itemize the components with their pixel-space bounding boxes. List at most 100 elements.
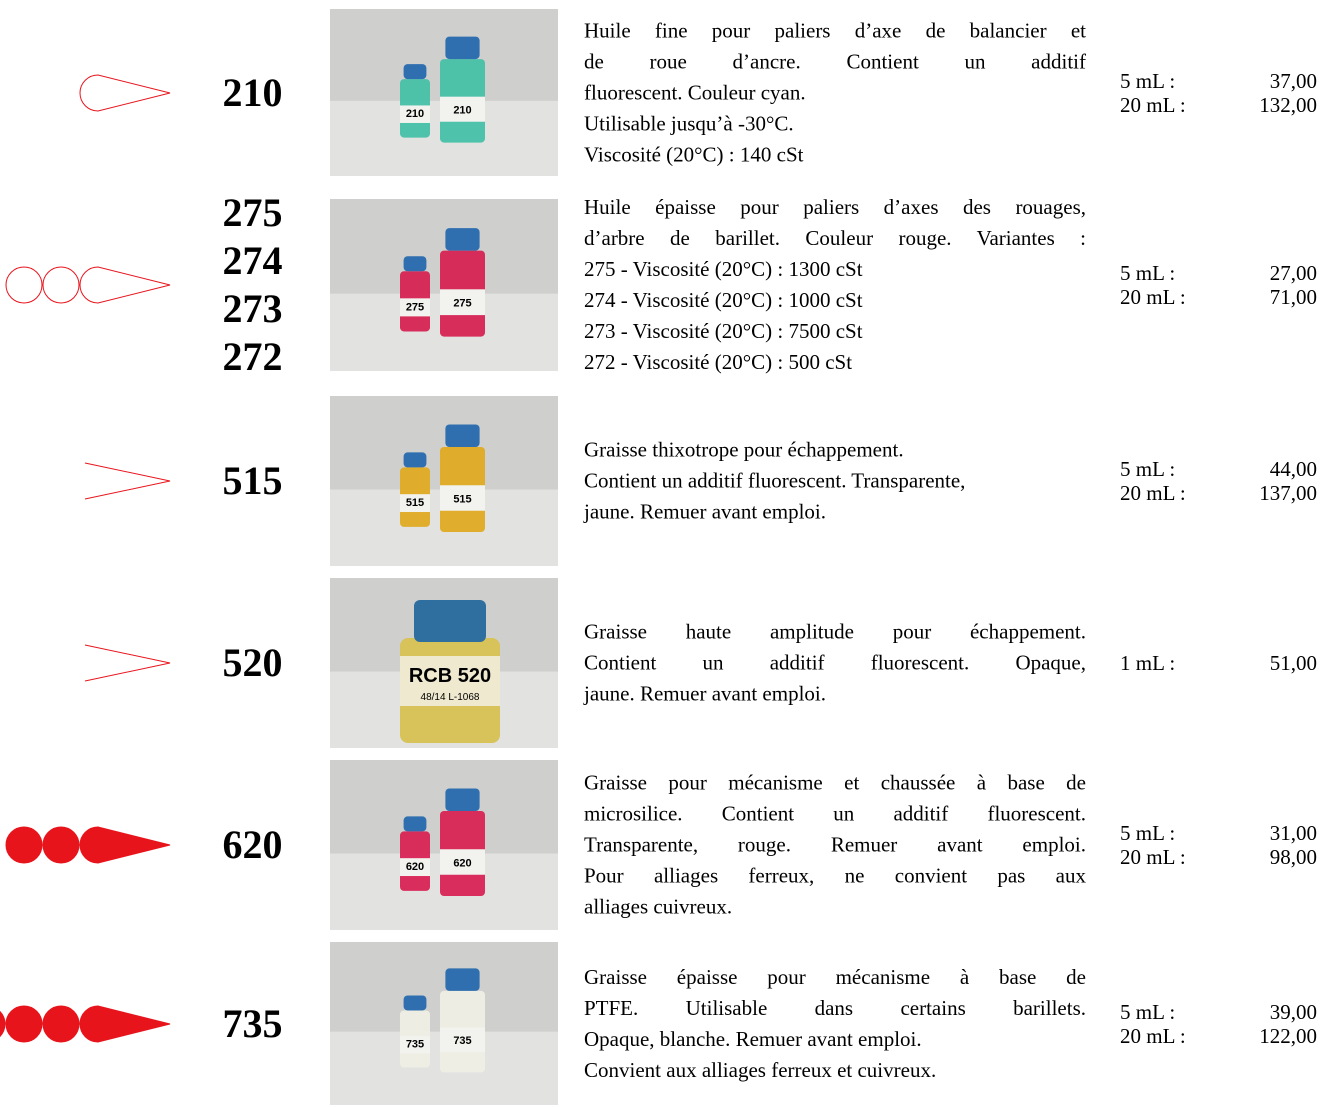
product-codes: 515: [200, 457, 305, 505]
product-codes: 210: [200, 69, 305, 117]
bottle-cap: [445, 228, 480, 251]
product-description: Graisse thixotrope pour échappement. Cont…: [584, 435, 1086, 528]
drop-tip: [79, 266, 171, 304]
bottle-text: 275: [453, 298, 471, 310]
bottle-label: [400, 494, 430, 513]
price-quantity: 20 mL :: [1120, 285, 1186, 309]
description-line: Graisse thixotrope pour échappement.: [584, 437, 904, 462]
price-quantity: 20 mL :: [1120, 845, 1186, 869]
price-amount: 39,00: [1269, 999, 1317, 1024]
price-amount: 51,00: [1269, 651, 1317, 675]
bottle-label: [400, 298, 430, 317]
description-line: Huile épaisse pour paliers d’axes des ro…: [584, 195, 1086, 219]
bottle-text: 620: [406, 861, 424, 873]
description-line: Pour alliages ferreux, ne convient pas a…: [584, 863, 1086, 888]
bottle-text: 210: [453, 104, 471, 116]
product-code: 275: [222, 190, 283, 235]
description-line: 275 - Viscosité (20°C) : 1300 cSt: [584, 257, 863, 281]
description-line: jaune. Remuer avant emploi.: [584, 499, 827, 524]
drop-circle: [5, 266, 43, 304]
bottle-text: 735: [406, 1039, 424, 1051]
drop-chevron: [84, 462, 171, 500]
price-row: 20 mL : 132,00: [1120, 93, 1317, 117]
price-amount: 137,00: [1259, 481, 1317, 505]
description-line: alliages cuivreux.: [584, 894, 733, 919]
price-quantity: 1 mL :: [1120, 651, 1176, 675]
product-row: 275 274 273 272 275 275 Huile épaisse pour pal…: [0, 190, 1321, 379]
description-line: Convient aux alliages ferreux et cuivreu…: [584, 1057, 937, 1082]
product-description: Graisse pour mécanisme et chaussée à bas…: [584, 768, 1086, 923]
product-prices: 5 mL : 44,00 20 mL : 137,00: [1120, 457, 1317, 505]
product-photo: 620 620: [330, 760, 558, 930]
product-photo: 275 275: [330, 199, 558, 371]
drop-tip: [79, 826, 171, 864]
bottle-cap: [414, 600, 486, 642]
product-code: 735: [222, 1000, 283, 1046]
viscosity-icon: [0, 1004, 171, 1043]
viscosity-icon: [79, 73, 171, 112]
bottle-cap: [445, 36, 480, 60]
description-line: 274 - Viscosité (20°C) : 1000 cSt: [584, 288, 863, 312]
bottle-text: RCB 520: [409, 665, 491, 687]
price-amount: 27,00: [1269, 261, 1317, 285]
product-photo: 210 210: [330, 9, 558, 176]
product-description: Graisse épaisse pour mécanisme à base de…: [584, 962, 1086, 1086]
bottle-cap: [445, 424, 480, 447]
price-quantity: 20 mL :: [1120, 481, 1186, 505]
bottle-text: 210: [406, 108, 424, 120]
bottle-text: 515: [406, 497, 424, 509]
product-code: 272: [222, 334, 283, 379]
description-line: Contient un additif fluorescent. Transpa…: [584, 468, 966, 493]
product-prices: 5 mL : 39,00 20 mL : 122,00: [1120, 1000, 1317, 1048]
price-quantity: 20 mL :: [1120, 1023, 1186, 1048]
bottle-label: [440, 485, 485, 511]
product-description: Huile épaisse pour paliers d’axes des ro…: [584, 192, 1086, 378]
description-line: 272 - Viscosité (20°C) : 500 cSt: [584, 350, 853, 374]
drop-circle: [42, 266, 80, 304]
product-codes: 275 274 273 272: [200, 189, 305, 381]
product-prices: 5 mL : 27,00 20 mL : 71,00: [1120, 261, 1317, 309]
description-line: PTFE. Utilisable dans certains barillets…: [584, 995, 1086, 1020]
price-row: 20 mL : 137,00: [1120, 481, 1317, 505]
product-codes: 735: [200, 1000, 305, 1048]
price-amount: 122,00: [1259, 1023, 1317, 1048]
description-line: jaune. Remuer avant emploi.: [584, 681, 827, 706]
bottle-label: [440, 849, 485, 875]
drop-circle: [5, 826, 43, 864]
product-row: 520 RCB 520 48/14 L-1068 Graisse haute ampl…: [0, 578, 1321, 748]
drop-circle: [42, 1005, 80, 1042]
price-row: 20 mL : 122,00: [1120, 1024, 1317, 1048]
price-amount: 37,00: [1269, 68, 1317, 93]
description-line: d’arbre de barillet. Couleur rouge. Vari…: [584, 226, 1086, 250]
price-amount: 44,00: [1269, 457, 1317, 481]
price-quantity: 5 mL :: [1120, 68, 1176, 93]
description-line: Huile fine pour paliers d’axe de balanci…: [584, 18, 1086, 42]
drop-circle: [5, 1005, 43, 1042]
description-line: 273 - Viscosité (20°C) : 7500 cSt: [584, 319, 863, 343]
bottle-label: [400, 105, 430, 123]
price-row: 1 mL : 51,00: [1120, 651, 1317, 675]
drop-tip: [79, 1004, 171, 1043]
bottle-label: [440, 289, 485, 316]
product-code: 273: [222, 286, 283, 331]
description-line: Opaque, blanche. Remuer avant emploi.: [584, 1026, 922, 1051]
drop-circle: [42, 826, 80, 864]
product-code: 210: [222, 69, 283, 115]
product-code: 274: [222, 238, 283, 283]
description-line: Graisse haute amplitude pour échappement…: [584, 619, 1086, 644]
price-quantity: 5 mL :: [1120, 999, 1176, 1024]
product-codes: 620: [200, 821, 305, 869]
description-line: Utilisable jusqu’à -30°C.: [584, 111, 794, 135]
bottle-label: [400, 656, 500, 706]
product-row: 735 735 735 Graisse épaisse pour mécanisme …: [0, 942, 1321, 1105]
bottle-cap: [403, 452, 427, 468]
viscosity-icon: [5, 266, 171, 304]
description-line: Viscosité (20°C) : 140 cSt: [584, 142, 804, 166]
bottle-cap: [445, 968, 480, 991]
viscosity-icon: [5, 826, 171, 864]
description-line: Transparente, rouge. Remuer avant emploi…: [584, 832, 1086, 857]
bottle-label: [400, 1036, 430, 1054]
price-row: 5 mL : 37,00: [1120, 69, 1317, 93]
description-line: Graisse pour mécanisme et chaussée à bas…: [584, 770, 1086, 795]
